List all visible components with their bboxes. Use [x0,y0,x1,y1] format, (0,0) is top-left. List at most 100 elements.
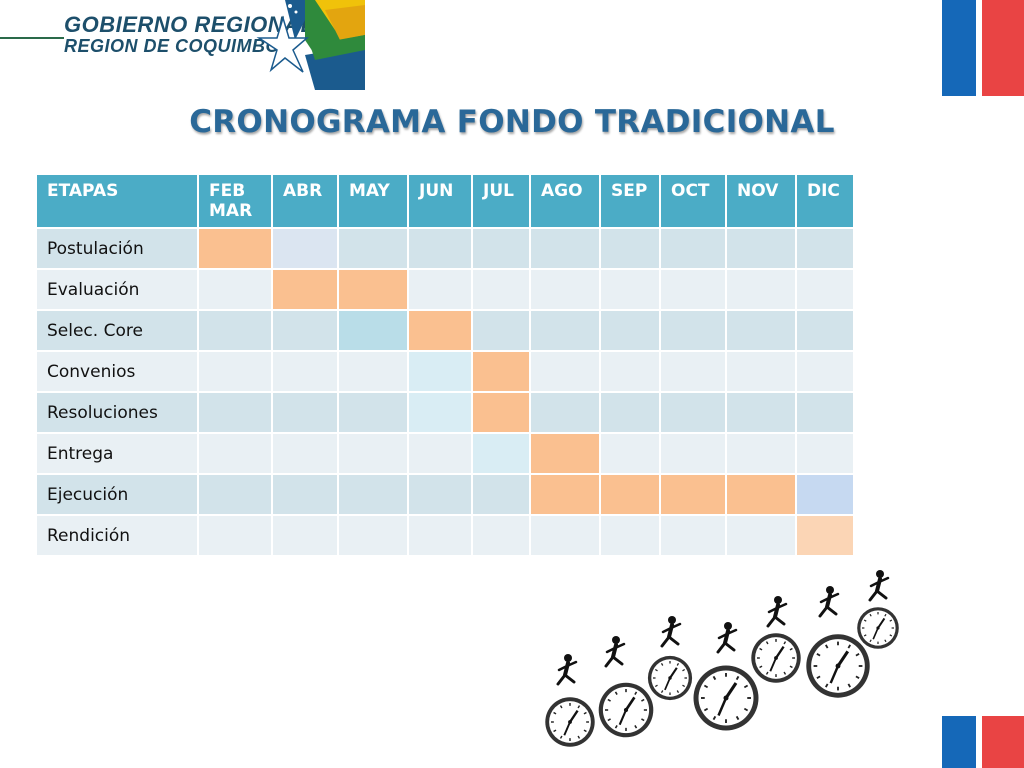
cell [725,350,797,393]
cell [795,309,855,352]
header-etapas: ETAPAS [35,173,199,229]
cell [659,227,727,270]
stage-label: Resoluciones [35,391,199,434]
cell [337,514,409,557]
cell [795,391,855,434]
cell [197,473,273,516]
header-jun: JUN [407,173,473,229]
header-abr: ABR [271,173,339,229]
table-row: Resoluciones [35,391,855,434]
table-row: Evaluación [35,268,855,311]
cell [659,432,727,475]
table-row: Convenios [35,350,855,393]
header-dic: DIC [795,173,855,229]
cell [529,432,601,475]
cell [725,473,797,516]
cell [659,350,727,393]
cell [471,268,531,311]
cell [271,309,339,352]
cell [471,309,531,352]
cell [407,350,473,393]
cell [407,227,473,270]
cell [529,309,601,352]
cell [337,227,409,270]
table-row: Postulación [35,227,855,270]
cell [795,227,855,270]
cell [725,227,797,270]
cell [529,350,601,393]
logo-title: GOBIERNO REGIONAL [64,12,315,37]
cell [337,268,409,311]
page-title: CRONOGRAMA FONDO TRADICIONAL [189,104,835,140]
cell [599,268,661,311]
cell [471,350,531,393]
cell [337,473,409,516]
cell [271,391,339,434]
header-nov: NOV [725,173,797,229]
cell [197,432,273,475]
cell [795,268,855,311]
cell [197,514,273,557]
cell [471,391,531,434]
cell [271,350,339,393]
cell [197,350,273,393]
cell [407,391,473,434]
cell [529,268,601,311]
cell [659,309,727,352]
schedule-table: ETAPAS FEB MAR ABR MAY JUN JUL AGO SEP O… [35,173,855,557]
cell [659,514,727,557]
cell [599,432,661,475]
header-ago: AGO [529,173,601,229]
cell [271,473,339,516]
cell [725,432,797,475]
cell [725,268,797,311]
cell [599,473,661,516]
clocks-runners-illustration [544,570,900,748]
cell [471,473,531,516]
header-sep: SEP [599,173,661,229]
cell [725,391,797,434]
logo-emblem-icon [256,0,365,90]
cell [271,268,339,311]
cell [407,309,473,352]
cell [599,514,661,557]
table-row: Selec. Core [35,309,855,352]
cell [529,391,601,434]
cell [795,514,855,557]
cell [471,432,531,475]
cell [337,309,409,352]
stage-label: Selec. Core [35,309,199,352]
cell [659,391,727,434]
cell [197,227,273,270]
table-row: Ejecución [35,473,855,516]
cell [471,514,531,557]
cell [599,391,661,434]
cell [725,514,797,557]
cell [407,473,473,516]
table-row: Entrega [35,432,855,475]
stage-label: Ejecución [35,473,199,516]
cell [725,309,797,352]
header-jul: JUL [471,173,531,229]
cell [599,309,661,352]
logo-subtitle: REGION DE COQUIMBO [64,36,281,56]
cell [197,309,273,352]
stage-label: Entrega [35,432,199,475]
header-oct: OCT [659,173,727,229]
cell [529,227,601,270]
cell [795,432,855,475]
cell [659,473,727,516]
cell [795,473,855,516]
header-feb-mar: FEB MAR [197,173,273,229]
gobierno-regional-logo: GOBIERNO REGIONAL REGION DE COQUIMBO [0,0,370,90]
stage-label: Evaluación [35,268,199,311]
header-may: MAY [337,173,409,229]
cell [407,432,473,475]
table-row: Rendición [35,514,855,557]
cell [271,227,339,270]
table-header-row: ETAPAS FEB MAR ABR MAY JUN JUL AGO SEP O… [35,173,855,229]
stage-label: Convenios [35,350,199,393]
cell [271,432,339,475]
stage-label: Rendición [35,514,199,557]
cell [599,350,661,393]
